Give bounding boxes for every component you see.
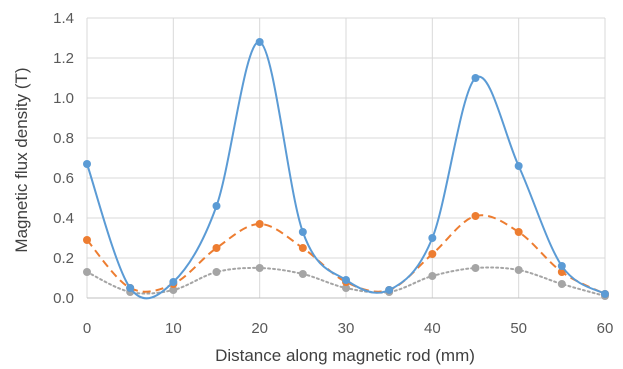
data-point (169, 286, 178, 294)
data-point (212, 268, 221, 276)
y-tick-label: 1.2 (53, 50, 74, 67)
x-tick-label: 10 (165, 320, 182, 337)
data-point (83, 236, 91, 244)
data-point (342, 276, 350, 284)
x-tick-label: 60 (597, 320, 614, 337)
data-point (514, 228, 523, 236)
data-point (298, 270, 307, 278)
tick-labels: 0.0 0.2 0.4 0.6 0.8 1.0 1.2 1.4 0 10 20 30 40 50 60 (53, 10, 613, 337)
y-tick-label: 0.6 (53, 170, 74, 187)
data-point (385, 286, 394, 294)
x-axis-title: Distance along magnetic rod (mm) (215, 346, 475, 365)
y-tick-label: 0.0 (53, 290, 74, 307)
data-point (601, 290, 609, 298)
x-tick-label: 20 (251, 320, 268, 337)
y-tick-label: 0.2 (53, 250, 74, 267)
y-tick-label: 1.0 (53, 90, 74, 107)
series-1 (83, 38, 609, 300)
data-point (169, 278, 178, 286)
series-line (86, 41, 606, 300)
data-point (342, 284, 350, 292)
data-point (83, 160, 91, 168)
x-tick-label: 50 (510, 320, 527, 337)
y-axis-title: Magnetic flux density (T) (12, 67, 31, 252)
series-3 (83, 264, 609, 300)
data-point (255, 38, 264, 46)
data-point (212, 202, 221, 210)
y-tick-label: 0.4 (53, 210, 74, 227)
gridlines (86, 17, 606, 298)
data-point (428, 234, 437, 242)
x-tick-label: 40 (424, 320, 441, 337)
data-point (126, 284, 135, 292)
data-point (471, 264, 480, 272)
data-point (212, 244, 221, 252)
data-point (255, 264, 264, 272)
data-point (255, 220, 264, 228)
data-point (428, 272, 437, 280)
data-point (557, 280, 566, 288)
data-point (557, 262, 566, 270)
data-point (298, 244, 307, 252)
data-point (514, 266, 523, 274)
x-tick-label: 0 (83, 320, 91, 337)
data-point (83, 268, 91, 276)
data-point (428, 250, 437, 258)
data-point (471, 74, 480, 82)
y-tick-label: 1.4 (53, 10, 74, 27)
data-point (471, 212, 480, 220)
data-point (514, 162, 523, 170)
series-layer (83, 38, 609, 300)
y-tick-label: 0.8 (53, 130, 74, 147)
x-tick-label: 30 (338, 320, 355, 337)
data-point (298, 228, 307, 236)
